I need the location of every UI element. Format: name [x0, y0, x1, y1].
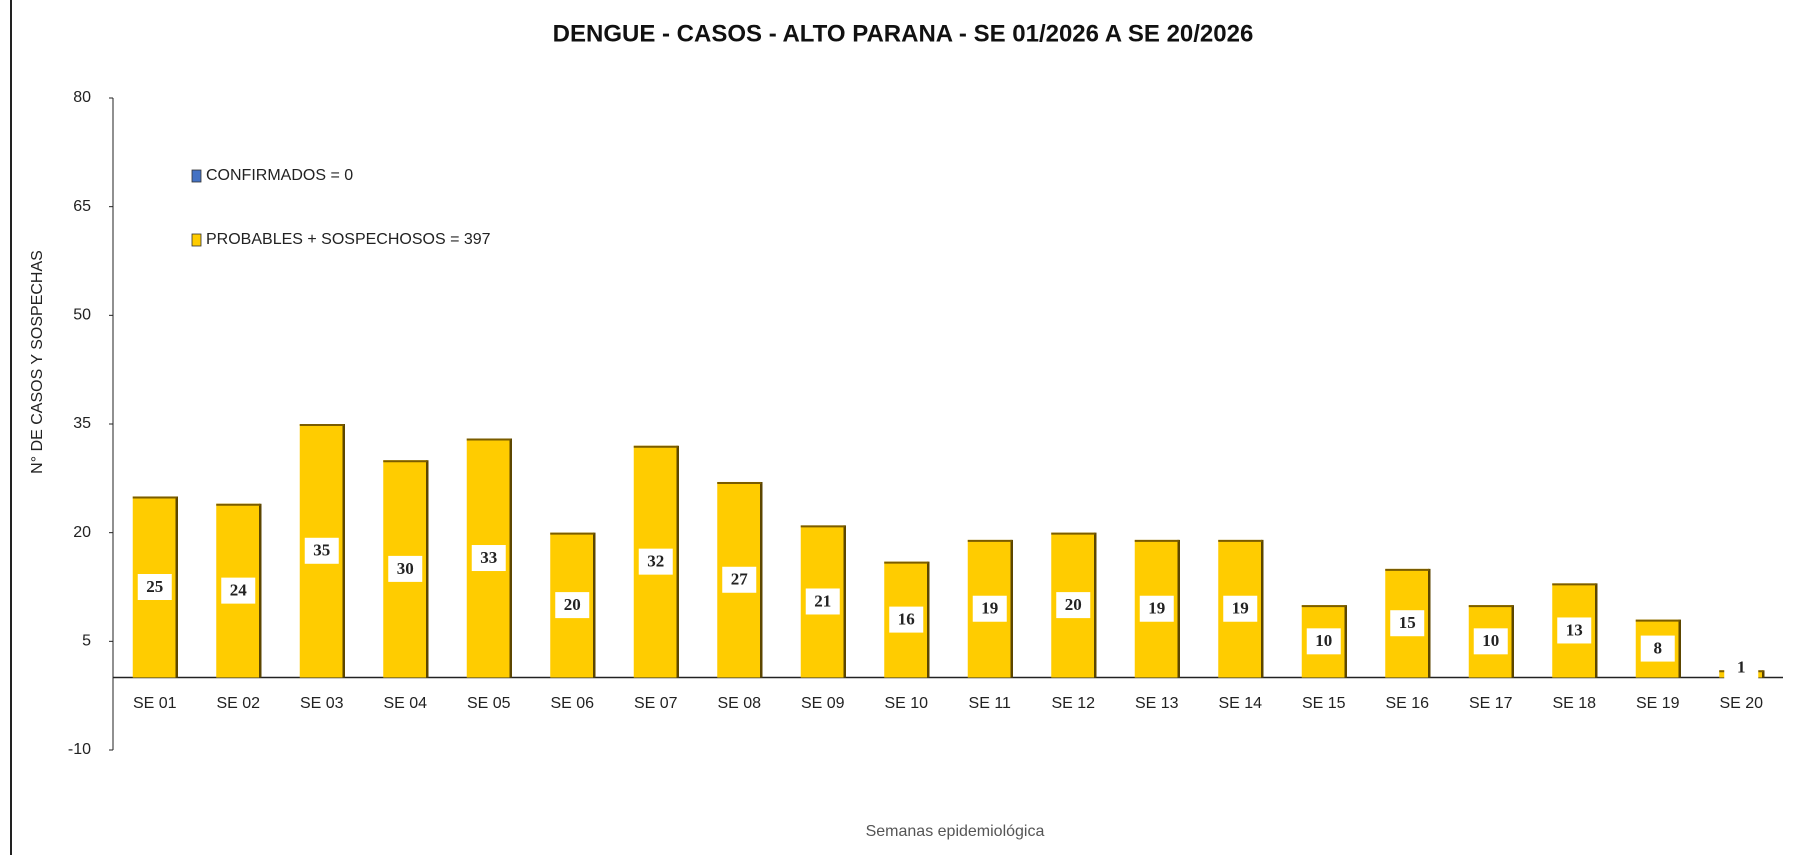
chart-title: DENGUE - CASOS - ALTO PARANA - SE 01/202…	[553, 20, 1254, 47]
value-label-box	[722, 566, 757, 593]
value-label-box	[1139, 595, 1174, 622]
value-label-box	[1306, 628, 1341, 655]
value-label: 8	[1654, 638, 1663, 657]
value-label: 25	[146, 577, 163, 596]
x-tick-label: SE 05	[467, 695, 511, 712]
value-label: 21	[814, 591, 831, 610]
value-label: 19	[1148, 599, 1165, 618]
y-tick-label: -10	[68, 741, 91, 758]
value-label-box	[471, 545, 506, 572]
x-tick-label: SE 18	[1552, 695, 1596, 712]
x-tick-label: SE 06	[550, 695, 594, 712]
value-label-box	[1724, 654, 1759, 681]
x-tick-label: SE 12	[1051, 695, 1095, 712]
x-tick-label: SE 16	[1385, 695, 1429, 712]
value-label-box	[805, 588, 840, 615]
value-label-box	[638, 548, 673, 575]
value-label-box	[1390, 610, 1425, 637]
value-label: 13	[1566, 620, 1583, 639]
value-label: 15	[1399, 613, 1416, 632]
value-label-box	[221, 577, 256, 604]
legend-swatch	[191, 233, 202, 247]
value-label: 19	[1232, 599, 1249, 618]
y-tick-label: 65	[73, 198, 91, 215]
y-tick-label: 5	[82, 633, 91, 650]
x-tick-label: SE 14	[1218, 695, 1262, 712]
x-tick-label: SE 19	[1636, 695, 1680, 712]
x-tick-label: SE 10	[884, 695, 928, 712]
y-axis-title: N° DE CASOS Y SOSPECHAS	[29, 250, 46, 474]
x-tick-label: SE 13	[1135, 695, 1179, 712]
legend-swatch	[191, 169, 202, 183]
x-axis-title: Semanas epidemiológica	[866, 823, 1045, 840]
value-label-box	[1557, 617, 1592, 644]
value-label: 30	[397, 559, 414, 578]
value-label-box	[555, 592, 590, 619]
value-label: 10	[1482, 631, 1499, 650]
value-label-box	[1640, 635, 1675, 662]
value-label: 33	[480, 548, 497, 567]
value-label: 24	[230, 581, 248, 600]
x-tick-label: SE 11	[969, 695, 1012, 712]
legend-label: CONFIRMADOS = 0	[206, 167, 353, 184]
x-tick-label: SE 17	[1469, 695, 1513, 712]
y-tick-label: 35	[73, 415, 91, 432]
value-label: 32	[647, 552, 664, 571]
legend-label: PROBABLES + SOSPECHOSOS = 397	[206, 231, 491, 248]
value-label-box	[1473, 628, 1508, 655]
value-label: 27	[731, 570, 749, 589]
x-tick-label: SE 08	[717, 695, 761, 712]
value-label: 20	[1065, 595, 1082, 614]
y-tick-label: 50	[73, 307, 91, 324]
value-label-box	[304, 537, 339, 564]
value-label: 20	[564, 595, 581, 614]
x-tick-label: SE 09	[801, 695, 845, 712]
value-label: 10	[1315, 631, 1332, 650]
value-label-box	[137, 574, 172, 600]
x-tick-label: SE 20	[1719, 695, 1763, 712]
value-label-box	[1056, 592, 1091, 619]
y-tick-label: 80	[73, 89, 91, 106]
x-tick-label: SE 01	[133, 695, 177, 712]
value-label-box	[1223, 595, 1258, 622]
x-tick-label: SE 03	[300, 695, 344, 712]
x-tick-label: SE 07	[634, 695, 678, 712]
x-tick-label: SE 15	[1302, 695, 1346, 712]
value-label-box	[388, 555, 423, 582]
value-label: 19	[981, 599, 998, 618]
value-label: 35	[313, 541, 330, 560]
value-label: 1	[1737, 657, 1746, 676]
value-label-box	[889, 606, 924, 633]
x-tick-label: SE 02	[216, 695, 260, 712]
x-tick-label: SE 04	[383, 695, 427, 712]
value-label-box	[972, 595, 1007, 622]
y-tick-label: 20	[73, 524, 91, 541]
value-label: 16	[898, 610, 915, 629]
